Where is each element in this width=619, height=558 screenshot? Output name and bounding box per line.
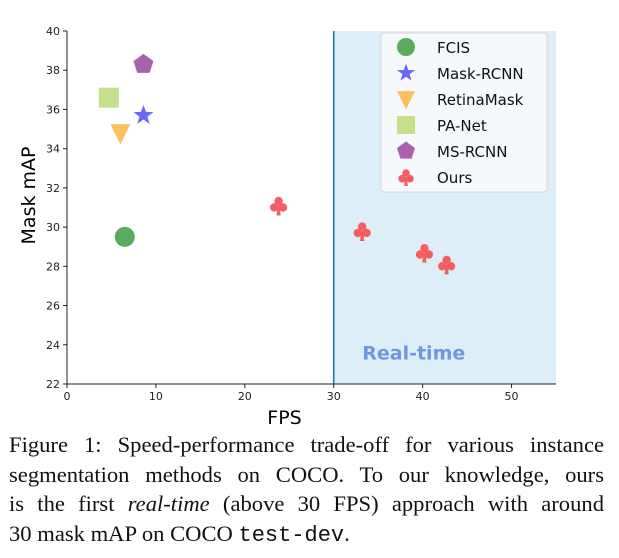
caption-line-1: Figure 1: Speed-performance trade-off fo… xyxy=(9,432,604,457)
legend-label: FCIS xyxy=(437,39,470,57)
caption-text: 30 mask mAP on COCO xyxy=(9,520,239,546)
real-time-annotation: Real-time xyxy=(362,343,465,365)
club-lobe xyxy=(415,250,425,259)
club-lobe xyxy=(269,203,279,212)
square-marker xyxy=(397,116,415,134)
legend-marker-mask-rcnn xyxy=(397,63,415,81)
data-point-fcis xyxy=(114,226,135,247)
x-tick-label: 30 xyxy=(327,390,341,403)
y-tick-label: 26 xyxy=(46,300,60,313)
legend-label: Ours xyxy=(437,169,472,187)
pentagon-marker xyxy=(397,141,415,159)
caption-text: is the first xyxy=(9,491,128,516)
club-lobe xyxy=(446,262,456,271)
legend-marker-ms-rcnn xyxy=(397,141,415,159)
y-tick-label: 40 xyxy=(46,25,60,38)
figure-caption: Figure 1: Speed-performance trade-off fo… xyxy=(9,430,604,550)
y-tick-label: 38 xyxy=(46,64,60,77)
legend-label: Mask-RCNN xyxy=(437,65,524,83)
club-lobe xyxy=(406,174,414,183)
club-lobe xyxy=(353,228,362,238)
club-lobe xyxy=(274,196,283,206)
y-tick-label: 34 xyxy=(46,143,60,156)
caption-text: (above 30 FPS) approach with around xyxy=(209,491,604,516)
x-tick-label: 20 xyxy=(238,390,252,403)
legend-marker-fcis xyxy=(397,38,415,56)
y-tick-label: 36 xyxy=(46,103,60,116)
caption-line-4: 30 mask mAP on COCO test-dev. xyxy=(9,519,604,551)
data-point-ours xyxy=(269,196,288,216)
data-point-ms-rcnn xyxy=(133,53,154,73)
legend-item: RetinaMask xyxy=(397,91,524,110)
club-lobe xyxy=(402,169,410,177)
club-lobe xyxy=(362,228,371,238)
caption-text: . xyxy=(344,520,350,546)
club-lobe xyxy=(438,262,447,271)
data-point-retinamask xyxy=(110,124,131,145)
x-tick-label: 40 xyxy=(416,390,430,403)
club-lobe xyxy=(442,255,451,265)
club-stem xyxy=(422,252,427,263)
y-axis-label: Mask mAP xyxy=(18,147,40,245)
circle-marker xyxy=(397,38,415,56)
legend-marker-ours xyxy=(398,169,414,186)
x-tick-label: 50 xyxy=(505,390,519,403)
club-lobe xyxy=(424,250,434,259)
club-stem xyxy=(360,231,365,242)
legend-box xyxy=(380,32,548,193)
legend-label: RetinaMask xyxy=(437,91,524,109)
legend-marker-retinamask xyxy=(397,91,415,110)
club-stem xyxy=(276,205,281,216)
x-tick-label: 10 xyxy=(149,390,163,403)
square-marker xyxy=(98,87,119,108)
y-tick-label: 22 xyxy=(46,378,60,391)
data-point-mask-rcnn xyxy=(133,104,154,124)
legend-label: MS-RCNN xyxy=(437,143,507,161)
caption-emphasis: real-time xyxy=(127,491,210,516)
star-marker xyxy=(397,63,415,81)
y-tick-label: 30 xyxy=(46,221,60,234)
club-stem xyxy=(444,264,449,275)
x-tick-label: 0 xyxy=(64,390,71,403)
legend-item: FCIS xyxy=(397,38,470,57)
legend-label: PA-Net xyxy=(437,117,487,135)
y-tick-label: 24 xyxy=(46,339,60,352)
legend-item: Mask-RCNN xyxy=(397,63,524,83)
club-stem xyxy=(404,177,408,186)
data-point-pa-net xyxy=(98,87,119,108)
star-marker xyxy=(133,104,154,124)
pentagon-marker xyxy=(133,53,154,73)
caption-line-2: segmentation methods on COCO. To our kno… xyxy=(9,461,604,487)
scatter-chart: 0 10 20 30 40 50 22 24 26 28 30 32 34 36 38 40 FCIS Mask… xyxy=(18,25,556,429)
legend-item: MS-RCNN xyxy=(397,141,507,161)
y-tick-label: 28 xyxy=(46,260,60,273)
legend-item: Ours xyxy=(398,169,472,187)
club-lobe xyxy=(420,243,429,253)
y-tick-label: 32 xyxy=(46,182,60,195)
legend-item: PA-Net xyxy=(397,116,487,135)
caption-line-3: is the first real-time (above 30 FPS) ap… xyxy=(9,489,604,519)
club-lobe xyxy=(357,222,367,231)
legend-marker-pa-net xyxy=(397,116,415,134)
x-axis-label: FPS xyxy=(267,407,301,429)
club-lobe xyxy=(398,174,406,183)
club-lobe xyxy=(278,203,288,212)
data-point-ours xyxy=(353,222,371,242)
triangle-down-marker xyxy=(110,124,131,145)
data-point-ours xyxy=(415,243,434,263)
caption-code: test-dev xyxy=(238,522,345,548)
data-point-ours xyxy=(438,255,456,275)
triangle-down-marker xyxy=(397,91,415,110)
circle-marker xyxy=(114,226,135,247)
